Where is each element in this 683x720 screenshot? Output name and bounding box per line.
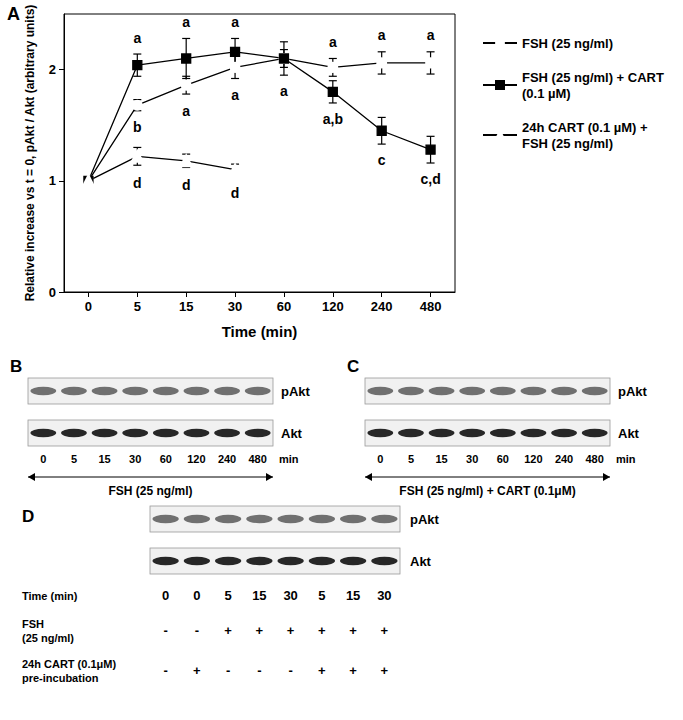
- svg-text:240: 240: [218, 453, 236, 465]
- svg-text:Time (min): Time (min): [222, 323, 298, 340]
- svg-text:60: 60: [160, 453, 172, 465]
- svg-text:480: 480: [586, 453, 604, 465]
- svg-text:a,b: a,b: [323, 111, 343, 127]
- svg-text:30: 30: [377, 588, 391, 603]
- svg-text:Relative increase vs t = 0, pA: Relative increase vs t = 0, pAkt / Akt (…: [23, 5, 37, 302]
- svg-text:d: d: [182, 177, 191, 193]
- svg-text:a: a: [182, 14, 190, 30]
- svg-text:120: 120: [322, 299, 344, 314]
- svg-text:FSH (25 ng/ml): FSH (25 ng/ml): [108, 484, 192, 498]
- svg-text:15: 15: [179, 299, 193, 314]
- svg-text:120: 120: [524, 453, 542, 465]
- svg-text:-: -: [288, 663, 292, 678]
- svg-text:d: d: [133, 175, 142, 191]
- svg-text:FSH (25 ng/ml): FSH (25 ng/ml): [522, 136, 613, 151]
- svg-text:480: 480: [249, 453, 267, 465]
- svg-text:a: a: [378, 27, 386, 43]
- svg-text:0: 0: [377, 453, 383, 465]
- svg-text:60: 60: [277, 299, 291, 314]
- svg-text:B: B: [10, 357, 22, 376]
- svg-text:0: 0: [162, 588, 169, 603]
- svg-text:(25 ng/ml): (25 ng/ml): [22, 632, 74, 644]
- svg-text:24h CART (0.1 µM) +: 24h CART (0.1 µM) +: [522, 120, 651, 135]
- svg-text:Time (min): Time (min): [22, 590, 78, 602]
- svg-text:5: 5: [225, 588, 232, 603]
- svg-text:120: 120: [187, 453, 205, 465]
- svg-text:Akt: Akt: [281, 426, 303, 441]
- svg-text:0: 0: [40, 453, 46, 465]
- svg-text:15: 15: [346, 588, 360, 603]
- svg-text:240: 240: [555, 453, 573, 465]
- svg-text:Akt: Akt: [410, 554, 432, 569]
- svg-text:15: 15: [98, 453, 110, 465]
- svg-text:-: -: [195, 623, 199, 638]
- svg-text:30: 30: [466, 453, 478, 465]
- svg-text:+: +: [349, 663, 357, 678]
- svg-text:5: 5: [318, 588, 325, 603]
- svg-text:+: +: [381, 623, 389, 638]
- svg-text:480: 480: [420, 299, 442, 314]
- svg-text:a: a: [427, 27, 435, 43]
- svg-text:a: a: [182, 103, 190, 119]
- svg-text:FSH (25 ng/ml) + CART (0.1μM): FSH (25 ng/ml) + CART (0.1μM): [399, 484, 575, 498]
- svg-text:-: -: [257, 663, 261, 678]
- svg-text:c: c: [378, 152, 386, 168]
- svg-text:A: A: [7, 4, 20, 24]
- svg-text:b: b: [133, 119, 142, 135]
- svg-text:min: min: [279, 453, 299, 465]
- svg-text:(0.1 µM): (0.1 µM): [522, 86, 571, 101]
- svg-text:-: -: [226, 663, 230, 678]
- svg-text:5: 5: [71, 453, 77, 465]
- svg-text:d: d: [231, 185, 240, 201]
- svg-text:FSH: FSH: [22, 618, 44, 630]
- svg-text:Akt: Akt: [618, 426, 640, 441]
- svg-text:min: min: [616, 453, 636, 465]
- svg-text:a: a: [329, 34, 337, 50]
- svg-text:+: +: [287, 623, 295, 638]
- svg-text:C: C: [347, 357, 359, 376]
- svg-text:60: 60: [497, 453, 509, 465]
- svg-text:5: 5: [408, 453, 414, 465]
- svg-text:5: 5: [134, 299, 141, 314]
- svg-text:24h CART (0.1μM): 24h CART (0.1μM): [22, 658, 116, 670]
- svg-text:D: D: [22, 507, 34, 526]
- svg-text:a: a: [280, 83, 288, 99]
- svg-text:0: 0: [85, 299, 92, 314]
- svg-text:+: +: [381, 663, 389, 678]
- svg-text:pAkt: pAkt: [410, 512, 440, 527]
- svg-text:FSH (25 ng/ml): FSH (25 ng/ml): [522, 36, 613, 51]
- svg-text:pAkt: pAkt: [618, 384, 648, 399]
- svg-text:30: 30: [129, 453, 141, 465]
- svg-text:15: 15: [252, 588, 266, 603]
- svg-text:30: 30: [228, 299, 242, 314]
- svg-text:+: +: [224, 623, 232, 638]
- svg-text:+: +: [318, 663, 326, 678]
- svg-text:+: +: [193, 663, 201, 678]
- svg-text:a: a: [231, 87, 239, 103]
- svg-text:2: 2: [49, 62, 56, 77]
- svg-text:+: +: [256, 623, 264, 638]
- svg-text:240: 240: [371, 299, 393, 314]
- svg-text:c,d: c,d: [420, 171, 440, 187]
- svg-text:a: a: [133, 30, 141, 46]
- svg-text:pre-incubation: pre-incubation: [22, 672, 99, 684]
- svg-text:pAkt: pAkt: [281, 384, 311, 399]
- svg-text:1: 1: [49, 173, 56, 188]
- svg-text:+: +: [318, 623, 326, 638]
- svg-text:a: a: [231, 14, 239, 30]
- svg-text:15: 15: [435, 453, 447, 465]
- svg-text:-: -: [163, 663, 167, 678]
- svg-text:+: +: [349, 623, 357, 638]
- svg-text:30: 30: [283, 588, 297, 603]
- svg-text:FSH (25 ng/ml) + CART: FSH (25 ng/ml) + CART: [522, 70, 668, 85]
- svg-text:0: 0: [193, 588, 200, 603]
- svg-text:0: 0: [49, 285, 56, 300]
- svg-text:-: -: [163, 623, 167, 638]
